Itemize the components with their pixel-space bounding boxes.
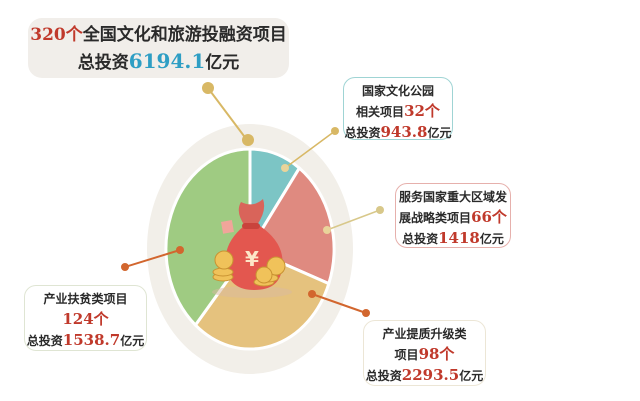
- label-box-cultural-park: 国家文化公园 相关项目32个 总投资943.8亿元: [343, 77, 453, 141]
- label-prefix: 总投资: [26, 334, 63, 348]
- label-unit: 亿元: [427, 126, 452, 140]
- connector-dot: [242, 134, 254, 146]
- label-line: 服务国家重大区域发: [398, 190, 507, 204]
- pie-slice-2: [193, 247, 331, 351]
- label-value: 1538.7: [62, 331, 121, 349]
- label-count: 124个: [62, 310, 109, 328]
- title-count: 320个: [30, 25, 83, 45]
- title-box: 320个全国文化和旅游投融资项目 总投资6194.1亿元: [28, 18, 289, 78]
- label-box-poverty-alleviation: 产业扶贫类项目 124个 总投资1538.7亿元: [24, 285, 147, 351]
- pie-slice-3: [164, 147, 252, 328]
- title-text: 全国文化和旅游投融资项目: [82, 25, 287, 45]
- title-total: 6194.1: [128, 49, 206, 73]
- connector-dot: [281, 164, 289, 172]
- label-box-regional-strategy: 服务国家重大区域发 展战略类项目66个 总投资1418亿元: [395, 183, 511, 248]
- svg-text:¥: ¥: [245, 247, 259, 271]
- connector-dot: [362, 309, 370, 317]
- label-line: 产业扶贫类项目: [43, 292, 128, 306]
- connector-line: [284, 130, 336, 169]
- connector-line: [124, 249, 181, 268]
- title-connector: [207, 87, 248, 141]
- label-unit: 亿元: [120, 334, 145, 348]
- label-value: 943.8: [380, 123, 428, 141]
- label-value: 2293.5: [401, 366, 460, 384]
- connector-dot: [202, 82, 214, 94]
- label-prefix: 总投资: [402, 232, 439, 246]
- label-line: 项目: [394, 348, 419, 362]
- label-unit: 亿元: [459, 369, 484, 383]
- label-line: 产业提质升级类: [382, 327, 467, 341]
- connector-line: [326, 209, 381, 231]
- connector-dot: [331, 127, 339, 135]
- title-unit: 亿元: [205, 53, 240, 73]
- money-bag-icon: ¥: [212, 199, 292, 298]
- title-prefix: 总投资: [77, 53, 129, 73]
- connector-dot: [121, 263, 129, 271]
- label-prefix: 总投资: [344, 126, 381, 140]
- label-box-industry-upgrade: 产业提质升级类 项目98个 总投资2293.5亿元: [363, 320, 486, 386]
- connector-line: [311, 293, 367, 314]
- label-count: 98个: [418, 345, 455, 363]
- connector-dot: [308, 290, 316, 298]
- connector-dot: [376, 206, 384, 214]
- connector-dot: [176, 246, 184, 254]
- connector-dot: [323, 226, 331, 234]
- label-count: 66个: [471, 208, 507, 226]
- label-unit: 亿元: [479, 232, 504, 246]
- label-line: 展战略类项目: [399, 211, 472, 225]
- label-count: 32个: [404, 102, 440, 120]
- label-line: 相关项目: [356, 105, 405, 119]
- label-value: 1418: [438, 229, 480, 247]
- label-prefix: 总投资: [365, 369, 402, 383]
- label-line: 国家文化公园: [361, 84, 434, 98]
